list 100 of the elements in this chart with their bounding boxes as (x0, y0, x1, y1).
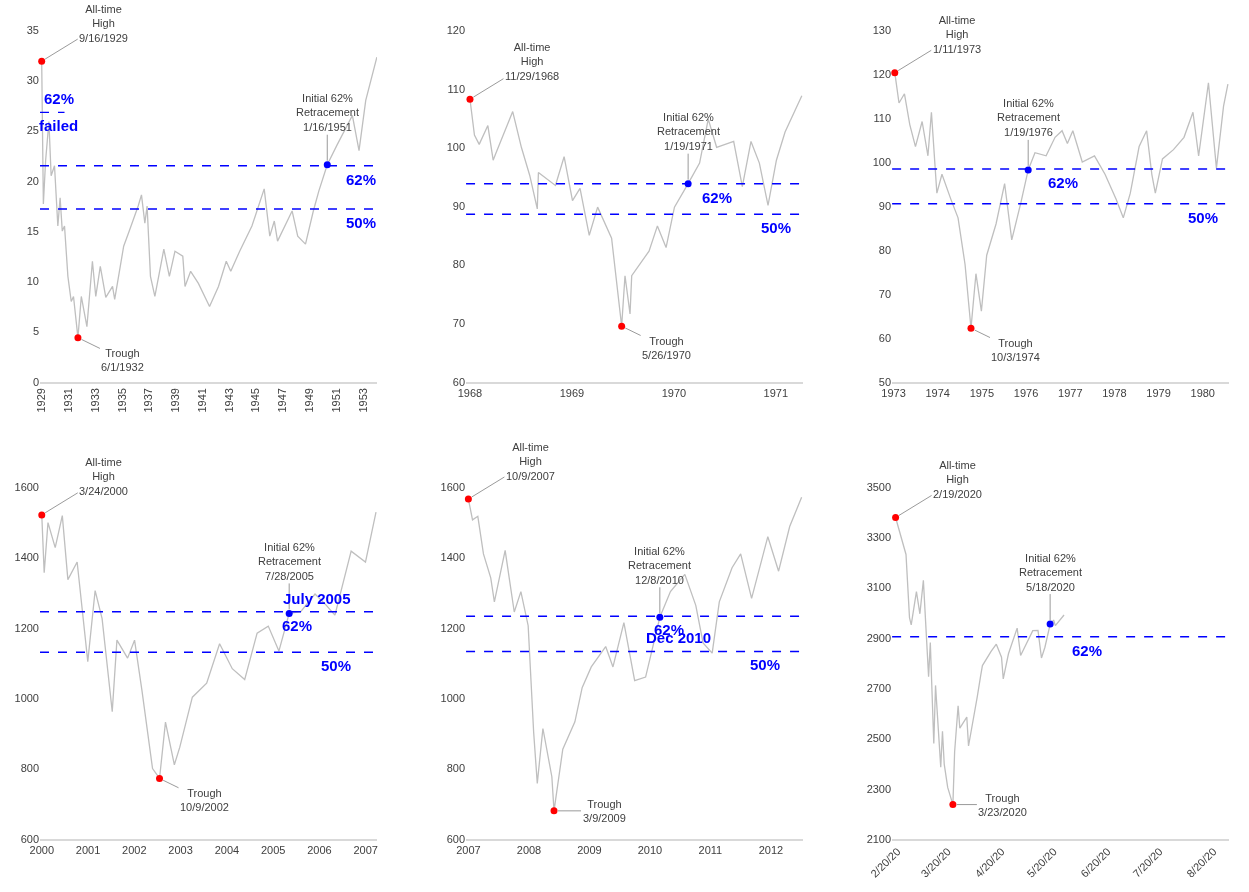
x-tick-label: 1935 (115, 388, 128, 413)
x-tick-label: 1969 (559, 386, 585, 399)
x-tick-label: 2007 (353, 843, 378, 856)
y-tick-label: 2100 (866, 832, 892, 845)
x-tick-label: 1949 (302, 388, 315, 413)
annotation: Initial 62% Retracement 1/16/1951 (296, 92, 359, 133)
y-tick-label: 600 (20, 832, 39, 845)
y-tick-label: 600 (446, 832, 466, 845)
annotation: 50% (750, 656, 781, 673)
x-tick-label: 2011 (698, 843, 723, 856)
y-tick-label: 90 (452, 199, 466, 212)
annotation: 62% (346, 171, 377, 188)
y-tick-label: 20 (26, 174, 39, 187)
y-tick-label: 70 (452, 317, 466, 330)
annotation: Initial 62% Retracement 7/28/2005 (258, 541, 321, 582)
x-tick-label: 1974 (925, 386, 950, 399)
x-tick-label: 2003 (168, 843, 193, 856)
annotation: 62% (1072, 642, 1103, 659)
annotation: Initial 62% Retracement 12/8/2010 (628, 545, 691, 586)
x-tick-label: 1977 (1058, 386, 1083, 399)
annotation: 50% (761, 219, 792, 236)
x-tick-label: 1951 (329, 388, 342, 413)
y-tick-label: 120 (446, 23, 466, 36)
y-tick-label: 3500 (866, 480, 892, 493)
y-tick-label: 800 (20, 762, 39, 775)
y-tick-label: 25 (26, 124, 39, 137)
y-tick-label: 100 (446, 141, 466, 154)
y-tick-label: 60 (878, 331, 892, 344)
point (967, 324, 975, 332)
x-tick-label: 2001 (75, 843, 101, 856)
annotation: All-time High 11/29/1968 (505, 41, 560, 82)
y-tick-label: 110 (447, 82, 466, 95)
y-tick-label: 30 (26, 74, 39, 87)
annotation: 50% (1188, 209, 1219, 226)
y-tick-label: 120 (872, 67, 892, 80)
annotation: Trough 10/9/2002 (180, 787, 229, 814)
point (156, 774, 164, 782)
x-tick-label: 2008 (516, 843, 542, 856)
y-tick-label: 60 (452, 375, 466, 388)
point (949, 801, 957, 809)
y-tick-label: 1400 (440, 551, 466, 564)
point (323, 161, 331, 169)
x-tick-label: 1970 (661, 386, 687, 399)
annotation: Initial 62% Retracement 5/18/2020 (1019, 552, 1082, 593)
y-tick-label: 80 (878, 243, 892, 256)
annotation: All-time High 10/9/2007 (506, 441, 555, 482)
annotation: Trough 6/1/1932 (101, 347, 144, 374)
y-tick-label: 0 (32, 375, 39, 388)
point (891, 69, 899, 77)
annotation: failed (39, 117, 79, 134)
x-tick-label: 1947 (276, 388, 289, 413)
annotation: Trough 10/3/1974 (991, 337, 1040, 364)
annotation: Trough 3/23/2020 (978, 792, 1027, 819)
y-tick-label: 2500 (866, 732, 892, 745)
y-tick-label: 2300 (866, 782, 892, 795)
x-tick-label: 1941 (195, 388, 208, 413)
y-tick-label: 5 (32, 325, 39, 338)
point (466, 95, 474, 103)
x-tick-label: 1975 (969, 386, 995, 399)
x-tick-label: 1968 (457, 386, 483, 399)
x-tick-label: 2009 (577, 843, 602, 856)
annotation: Trough 5/26/1970 (642, 335, 691, 362)
x-tick-label: 1933 (88, 388, 101, 413)
annotation: 62% (44, 90, 75, 107)
y-tick-label: 50 (878, 375, 892, 388)
x-tick-label: 1931 (62, 388, 75, 413)
point (892, 514, 900, 521)
point (285, 609, 293, 617)
y-tick-label: 3300 (866, 531, 892, 544)
x-tick-label: 1953 (356, 388, 369, 413)
annotation: Trough 3/9/2009 (583, 798, 626, 825)
y-tick-label: 800 (446, 762, 466, 775)
y-tick-label: 10 (26, 275, 39, 288)
y-tick-label: 70 (878, 287, 892, 300)
point (550, 807, 558, 815)
annotation: 62% (702, 189, 733, 206)
y-tick-label: 1000 (14, 692, 39, 705)
x-tick-label: 1973 (881, 386, 906, 399)
y-tick-label: 1000 (440, 692, 466, 705)
y-tick-label: 80 (452, 258, 466, 271)
x-tick-label: 1979 (1146, 386, 1171, 399)
x-tick-label: 1978 (1102, 386, 1127, 399)
annotation: July 2005 (283, 590, 351, 607)
x-tick-label: 2002 (122, 843, 147, 856)
x-tick-label: 1939 (169, 388, 182, 413)
y-tick-label: 1200 (14, 621, 39, 634)
annotation: All-time High 3/24/2000 (79, 456, 128, 497)
y-tick-label: 1600 (440, 480, 466, 493)
x-tick-label: 1976 (1013, 386, 1039, 399)
x-tick-label: 1945 (249, 388, 262, 413)
x-tick-label: 1980 (1190, 386, 1215, 399)
y-tick-label: 110 (873, 111, 892, 124)
annotation: All-time High 9/16/1929 (79, 3, 128, 44)
annotation: Initial 62% Retracement 1/19/1971 (657, 111, 720, 152)
x-tick-label: 1943 (222, 388, 235, 413)
point (1024, 166, 1032, 174)
y-tick-label: 15 (26, 224, 39, 237)
y-tick-label: 35 (26, 23, 39, 36)
point (38, 511, 46, 519)
point (38, 57, 46, 65)
